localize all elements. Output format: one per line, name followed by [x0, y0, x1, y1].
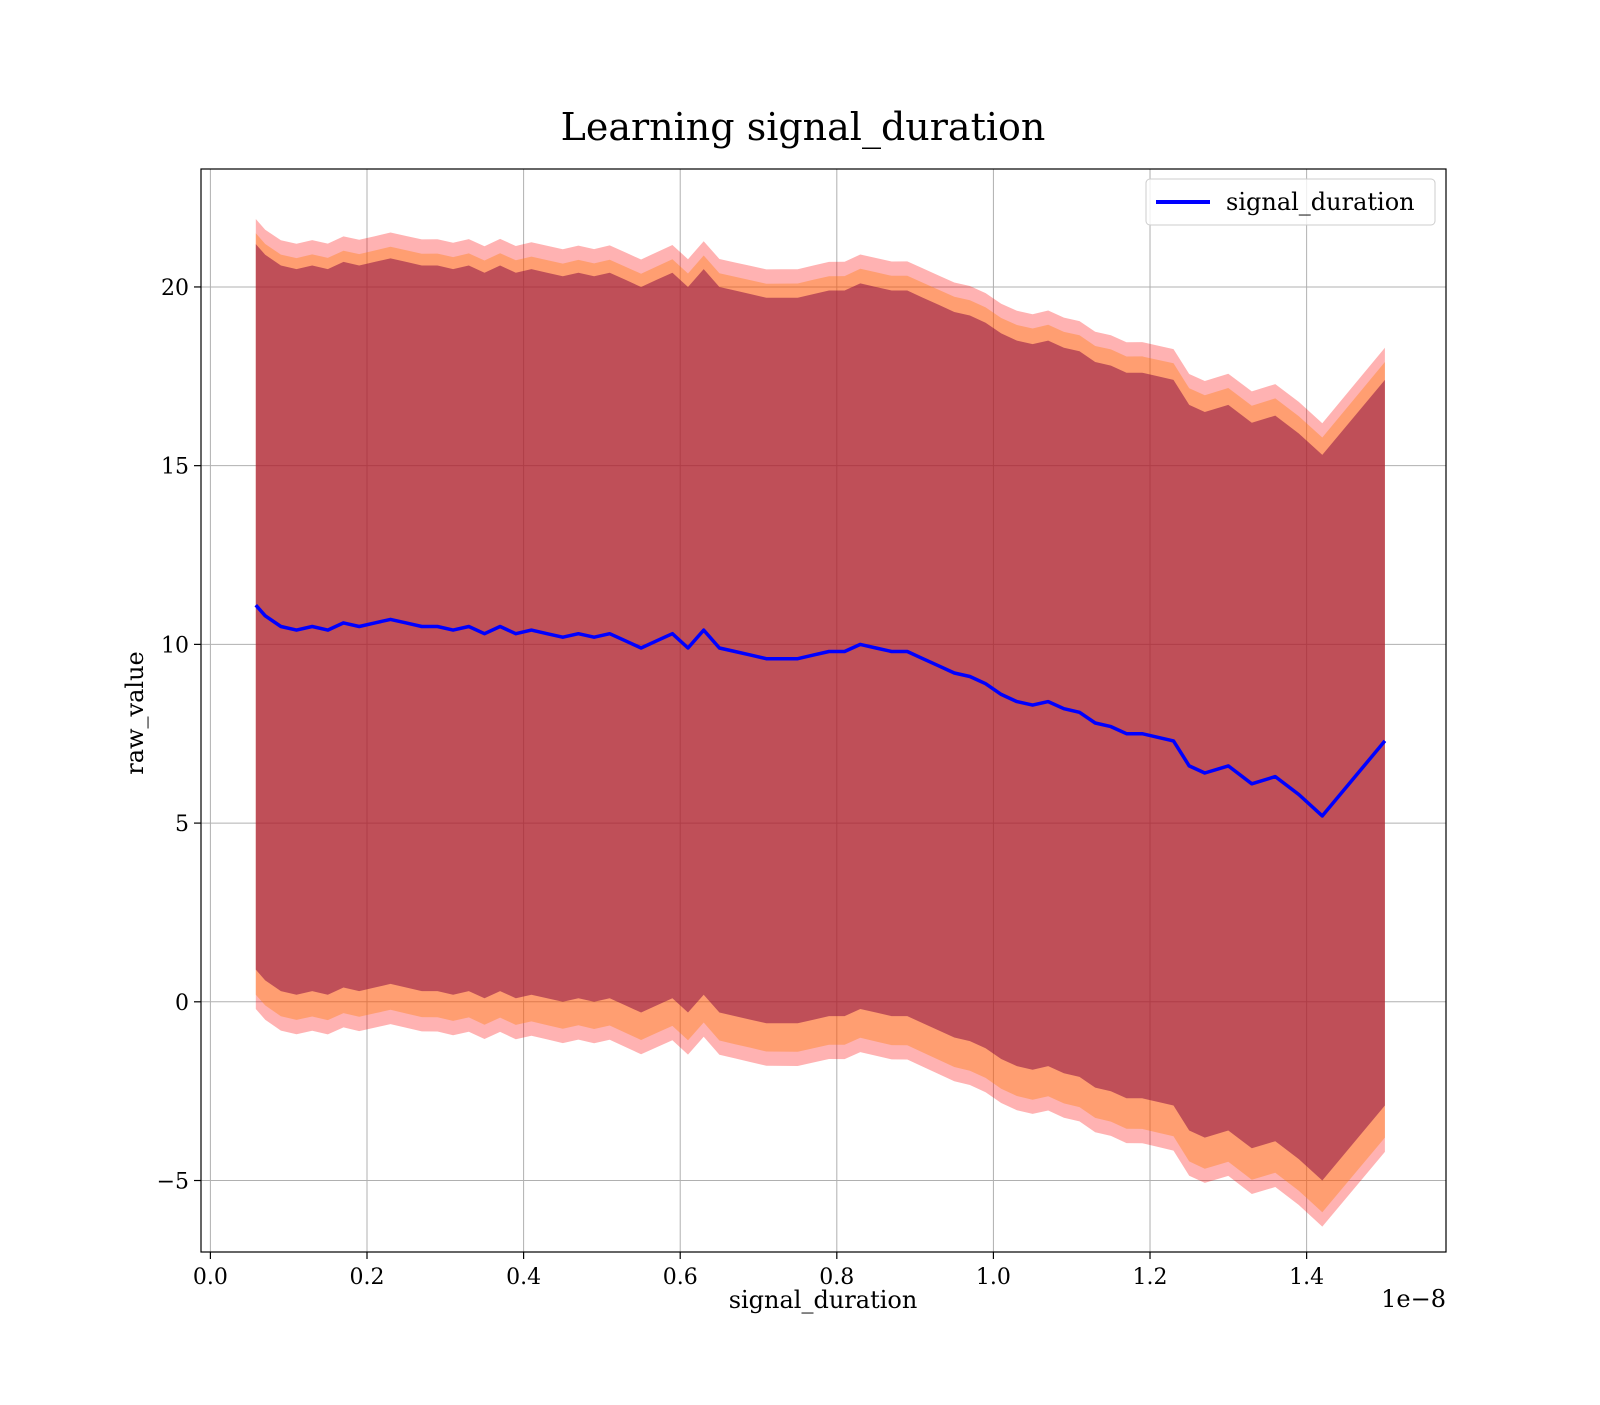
plot-frame: [200, 168, 1447, 1253]
x-tick-label: 0.0: [193, 1265, 228, 1290]
band-purple: [255, 244, 1385, 1181]
y-tick-label: −5: [157, 1170, 189, 1195]
series-line-signal_duration: [254, 603, 1387, 818]
x-tick-label: 1.4: [1289, 1265, 1324, 1290]
x-tick-label: 0.4: [506, 1265, 541, 1290]
x-axis-label: signal_duration: [729, 1286, 918, 1314]
legend-box: [1145, 178, 1436, 226]
x-tick-label: 1.2: [1133, 1265, 1168, 1290]
chart-title: Learning signal_duration: [561, 105, 1046, 150]
x-tick-label: 0.2: [350, 1265, 385, 1290]
x-tick-label: 0.6: [663, 1265, 698, 1290]
series-lines: [254, 603, 1387, 818]
x-tick-label: 0.8: [819, 1265, 854, 1290]
legend: signal_duration: [1145, 178, 1436, 226]
x-axis-offset-label: 1e−8: [1381, 1285, 1446, 1313]
y-tick-label: 15: [161, 455, 189, 480]
y-tick-label: 20: [161, 276, 189, 301]
y-tick-label: 0: [175, 991, 189, 1016]
y-axis-label: raw_value: [121, 651, 149, 775]
y-tick-label: 5: [175, 812, 189, 837]
y-axis-ticks: −5 0 5 10 15 20: [157, 276, 201, 1195]
y-tick-label: 10: [161, 633, 189, 658]
legend-label: signal_duration: [1226, 188, 1415, 216]
confidence-bands: [255, 219, 1385, 1227]
x-axis-ticks: 0.0 0.2 0.4 0.6 0.8 1.0 1.2 1.4: [193, 1252, 1324, 1290]
x-tick-label: 1.0: [976, 1265, 1011, 1290]
